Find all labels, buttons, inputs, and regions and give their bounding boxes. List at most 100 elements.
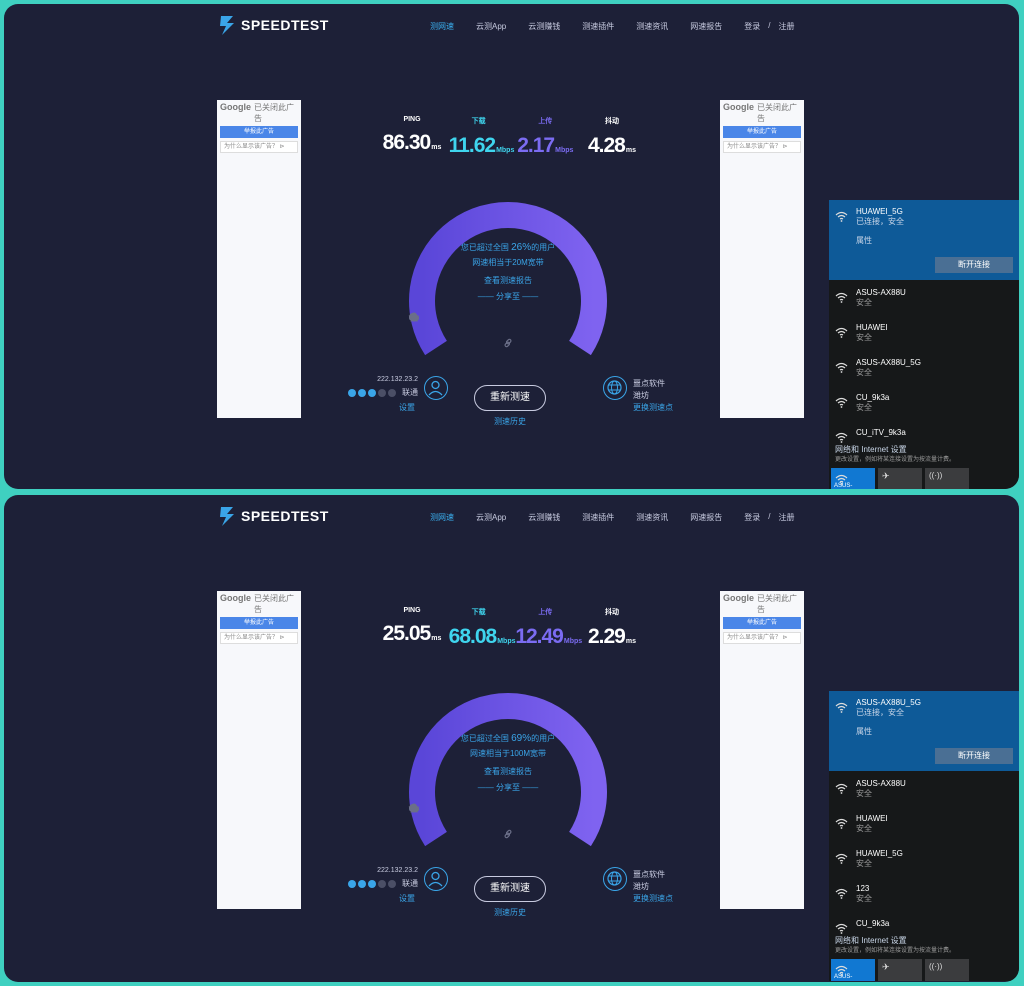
airplane-icon: ✈ <box>882 471 890 481</box>
ad-why-button[interactable]: 为什么显示该广告？ ⊳ <box>723 141 801 153</box>
wifi-properties-link[interactable]: 属性 <box>856 236 872 245</box>
view-report-link[interactable]: 查看测速报告 <box>484 276 532 285</box>
weibo-icon[interactable] <box>409 803 503 813</box>
nav-report[interactable]: 网速报告 <box>690 513 723 522</box>
disconnect-button[interactable]: 断开连接 <box>935 257 1013 273</box>
user-icon <box>424 867 448 891</box>
change-server-link[interactable]: 更换测速点 <box>633 894 673 903</box>
nav-register[interactable]: 注册 <box>778 513 795 522</box>
ping-label: PING <box>403 116 421 123</box>
qq-icon[interactable] <box>410 803 525 813</box>
star-icon[interactable] <box>408 803 547 813</box>
retest-button[interactable]: 重新测速 <box>474 385 546 411</box>
history-link[interactable]: 测速历史 <box>494 908 526 917</box>
wifi-connected[interactable]: HUAWEI_5G 已连接，安全 属性 断开连接 <box>829 200 1019 280</box>
nav-report[interactable]: 网速报告 <box>690 22 723 31</box>
share-label: —— 分享至 —— <box>477 292 539 301</box>
wifi-name: HUAWEI_5G <box>856 849 903 858</box>
wifi-icon <box>835 816 848 829</box>
upload-unit: Mbps <box>563 638 583 645</box>
settings-link[interactable]: 设置 <box>399 894 415 903</box>
nav-plugin[interactable]: 测速插件 <box>582 513 615 522</box>
hotspot-tile[interactable]: ((·)) <box>925 959 969 981</box>
wifi-network-item[interactable]: HUAWEI 安全 <box>835 814 1013 849</box>
ad-report-button[interactable]: 举报此广告 <box>220 617 298 629</box>
beat-prefix: 您已超过全国 <box>460 243 509 252</box>
wifi-network-item[interactable]: HUAWEI 安全 <box>835 323 1013 358</box>
network-settings-link[interactable]: 网络和 Internet 设置 <box>835 936 907 945</box>
network-settings-link[interactable]: 网络和 Internet 设置 <box>835 445 907 454</box>
ad-why-button[interactable]: 为什么显示该广告？ ⊳ <box>723 632 801 644</box>
wifi-network-item[interactable]: CU_9k3a <box>835 919 1013 954</box>
logo-text: SPEEDTEST <box>241 508 329 524</box>
wechat-icon[interactable] <box>409 312 481 322</box>
nav-cloud-earn[interactable]: 云测赚钱 <box>528 513 561 522</box>
wifi-icon <box>835 886 848 899</box>
ad-report-button[interactable]: 举报此广告 <box>220 126 298 138</box>
wechat-icon[interactable] <box>409 803 481 813</box>
user-icon <box>424 376 448 400</box>
wifi-network-item[interactable]: ASUS-AX88U 安全 <box>835 779 1013 814</box>
nav-news[interactable]: 测速资讯 <box>636 513 669 522</box>
nav-login[interactable]: 登录 <box>744 22 761 31</box>
ad-why-button[interactable]: 为什么显示该广告？ ⊳ <box>220 141 298 153</box>
nav-cloud-app[interactable]: 云测App <box>476 22 507 31</box>
wifi-network-item[interactable]: CU_9k3a 安全 <box>835 393 1013 428</box>
speed-gauge: 您已超过全国 69%的用户 网速相当于100M宽带 查看测速报告 —— 分享至 … <box>408 673 608 848</box>
nav-speedtest[interactable]: 测网速 <box>430 513 454 522</box>
hotspot-tile[interactable]: ((·)) <box>925 468 969 489</box>
quick-action-tiles: ASUS- ✈ ((·)) <box>831 959 969 981</box>
ad-google-label: Google <box>220 102 251 112</box>
download-label: 下载 <box>471 118 486 125</box>
wifi-network-item[interactable]: ASUS-AX88U_5G 安全 <box>835 358 1013 393</box>
speedtest-logo-icon <box>217 505 237 527</box>
wifi-network-item[interactable]: CU_iTV_9k3a <box>835 428 1013 463</box>
ad-report-button[interactable]: 举报此广告 <box>723 126 801 138</box>
nav-login[interactable]: 登录 <box>744 513 761 522</box>
nav-news[interactable]: 测速资讯 <box>636 22 669 31</box>
signal-dot <box>348 388 356 397</box>
wifi-properties-link[interactable]: 属性 <box>856 727 872 736</box>
server-city: 潍坊 <box>633 391 649 400</box>
wifi-network-item[interactable]: ASUS-AX88U 安全 <box>835 288 1013 323</box>
ad-closed-text: 已关闭此广告 <box>757 103 797 123</box>
wifi-network-item[interactable]: 123 安全 <box>835 884 1013 919</box>
wifi-tile[interactable]: ASUS- <box>831 959 875 981</box>
nav-cloud-app[interactable]: 云测App <box>476 513 507 522</box>
speed-stats: PING 86.30ms 下载 11.62Mbps 上传 2.17Mbps 抖动… <box>382 116 642 158</box>
speedtest-logo-icon <box>217 14 237 36</box>
qq-icon[interactable] <box>410 312 525 322</box>
disconnect-button[interactable]: 断开连接 <box>935 748 1013 764</box>
signal-dot <box>388 388 396 397</box>
history-link[interactable]: 测速历史 <box>494 417 526 426</box>
ad-report-button[interactable]: 举报此广告 <box>723 617 801 629</box>
nav-speedtest[interactable]: 测网速 <box>430 22 454 31</box>
speed-gauge: 您已超过全国 26%的用户 网速相当于20M宽带 查看测速报告 —— 分享至 —… <box>408 182 608 357</box>
view-report-link[interactable]: 查看测速报告 <box>484 767 532 776</box>
stat-jitter: 抖动 4.28ms <box>582 116 642 158</box>
nav-register[interactable]: 注册 <box>778 22 795 31</box>
quick-action-tiles: ASUS- ✈ ((·)) <box>831 468 969 489</box>
hotspot-icon: ((·)) <box>929 962 943 971</box>
wifi-connected[interactable]: ASUS-AX88U_5G 已连接，安全 属性 断开连接 <box>829 691 1019 771</box>
airplane-tile[interactable]: ✈ <box>878 959 922 981</box>
equiv-text: 网速相当于100M宽带 <box>408 748 608 759</box>
ad-why-button[interactable]: 为什么显示该广告？ ⊳ <box>220 632 298 644</box>
signal-dot <box>348 879 356 888</box>
share-label: —— 分享至 —— <box>477 783 539 792</box>
nav-plugin[interactable]: 测速插件 <box>582 22 615 31</box>
settings-link[interactable]: 设置 <box>399 403 415 412</box>
airplane-tile[interactable]: ✈ <box>878 468 922 489</box>
stat-download: 下载 11.62Mbps <box>449 116 515 158</box>
weibo-icon[interactable] <box>409 312 503 322</box>
wifi-name: ASUS-AX88U <box>856 288 906 297</box>
speedtest-logo[interactable]: SPEEDTEST <box>217 505 329 527</box>
retest-button[interactable]: 重新测速 <box>474 876 546 902</box>
client-info: 222.132.23.2 联通 设置 <box>342 867 418 904</box>
wifi-network-item[interactable]: HUAWEI_5G 安全 <box>835 849 1013 884</box>
star-icon[interactable] <box>408 312 547 322</box>
nav-cloud-earn[interactable]: 云测赚钱 <box>528 22 561 31</box>
wifi-tile[interactable]: ASUS- <box>831 468 875 489</box>
change-server-link[interactable]: 更换测速点 <box>633 403 673 412</box>
speedtest-logo[interactable]: SPEEDTEST <box>217 14 329 36</box>
